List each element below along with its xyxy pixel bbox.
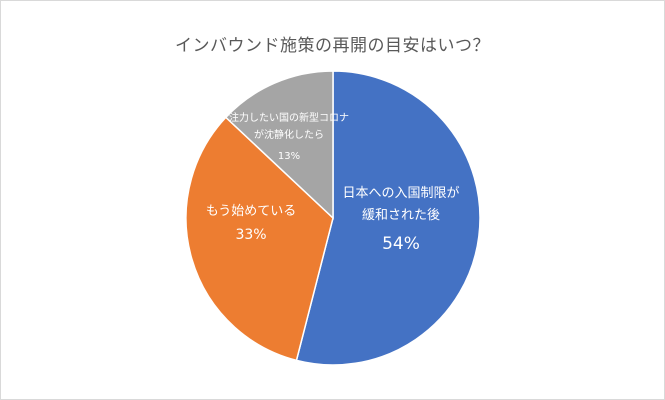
slice-0-label-line-0: 日本への入国制限が	[342, 186, 459, 201]
slice-0-label-line-1: 緩和された後	[362, 208, 440, 223]
pie-slice-2	[224, 70, 334, 220]
slice-2-value-label: 13%	[278, 151, 300, 162]
pie-slice-1	[185, 116, 334, 362]
slice-1-label-line-0: もう始めている	[206, 204, 297, 219]
slice-2-label-line-0: 注力したい国の新型コロナ	[229, 111, 349, 124]
slice-0-value-label: 54%	[382, 234, 420, 254]
slice-1-value-label: 33%	[235, 227, 266, 243]
pie-slice-0	[295, 70, 481, 366]
slice-2-label-line-1: が沈静化したら	[254, 128, 324, 141]
chart-title: インバウンド施策の再開の目安はいつ？	[175, 36, 490, 56]
